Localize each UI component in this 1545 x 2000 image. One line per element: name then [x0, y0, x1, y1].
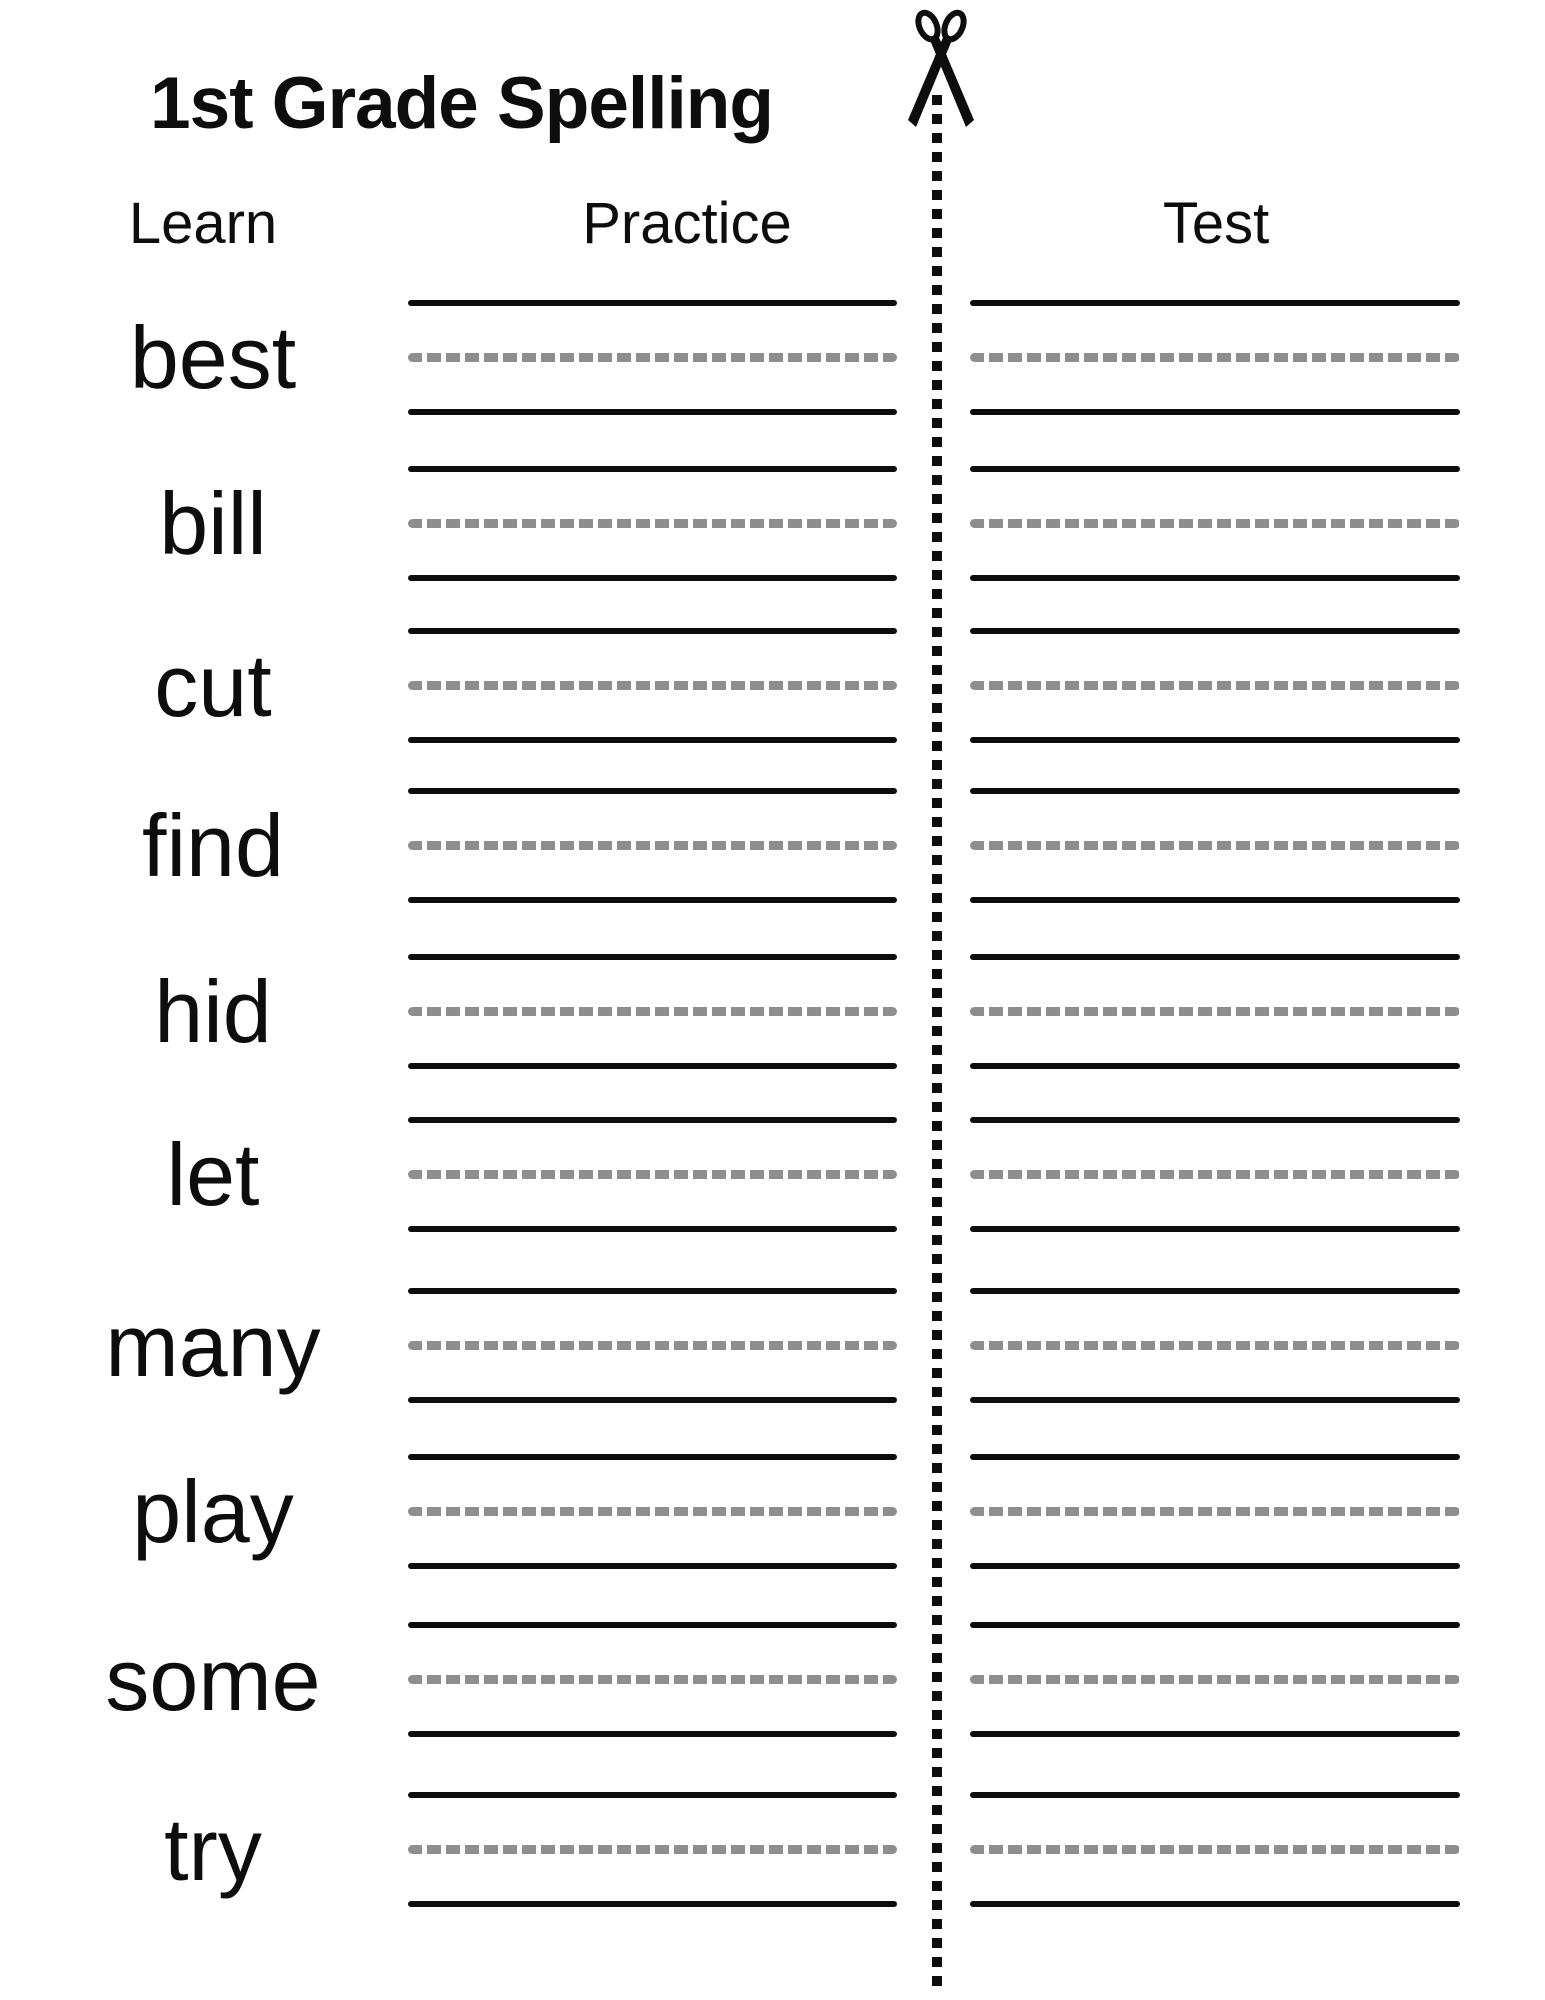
writing-line-middle-dashed — [408, 1170, 897, 1179]
writing-line-bottom — [408, 575, 897, 581]
writing-line-bottom — [408, 409, 897, 415]
word-label: try — [164, 1800, 262, 1899]
writing-line-top — [970, 1288, 1460, 1294]
writing-line-top — [970, 954, 1460, 960]
writing-line-top — [970, 1622, 1460, 1628]
writing-line-top — [970, 788, 1460, 794]
writing-line-bottom — [408, 1901, 897, 1907]
writing-line-bottom — [970, 737, 1460, 743]
writing-line-middle-dashed — [408, 519, 897, 528]
writing-line-bottom — [408, 1226, 897, 1232]
writing-line-top — [408, 300, 897, 306]
writing-line-middle-dashed — [970, 1845, 1460, 1854]
writing-line-middle-dashed — [970, 519, 1460, 528]
writing-line-bottom — [970, 1731, 1460, 1737]
writing-line-bottom — [970, 1901, 1460, 1907]
writing-line-bottom — [970, 897, 1460, 903]
writing-line-middle-dashed — [408, 1845, 897, 1854]
writing-line-middle-dashed — [408, 681, 897, 690]
writing-line-bottom — [970, 1226, 1460, 1232]
word-label: cut — [154, 636, 272, 735]
writing-line-bottom — [970, 1563, 1460, 1569]
writing-line-bottom — [970, 575, 1460, 581]
writing-line-middle-dashed — [970, 1341, 1460, 1350]
writing-line-bottom — [408, 897, 897, 903]
writing-line-top — [970, 628, 1460, 634]
column-header-test: Test — [1162, 191, 1270, 256]
writing-line-top — [970, 466, 1460, 472]
writing-line-top — [970, 300, 1460, 306]
writing-line-top — [408, 788, 897, 794]
word-label: hid — [154, 962, 272, 1061]
writing-line-middle-dashed — [970, 1007, 1460, 1016]
writing-line-middle-dashed — [408, 841, 897, 850]
writing-line-top — [408, 1622, 897, 1628]
word-label: many — [105, 1296, 321, 1395]
writing-line-middle-dashed — [970, 353, 1460, 362]
writing-line-middle-dashed — [408, 1007, 897, 1016]
writing-line-middle-dashed — [408, 353, 897, 362]
word-label: find — [142, 796, 284, 895]
dotted-cut-line — [932, 95, 942, 1995]
writing-line-top — [970, 1117, 1460, 1123]
writing-line-top — [408, 1117, 897, 1123]
writing-line-top — [408, 1792, 897, 1798]
writing-line-top — [970, 1454, 1460, 1460]
writing-line-top — [970, 1792, 1460, 1798]
writing-line-bottom — [408, 737, 897, 743]
writing-line-bottom — [970, 1397, 1460, 1403]
column-header-learn: Learn — [128, 191, 278, 256]
writing-line-top — [408, 628, 897, 634]
writing-line-middle-dashed — [970, 841, 1460, 850]
writing-line-middle-dashed — [408, 1341, 897, 1350]
writing-line-bottom — [970, 1063, 1460, 1069]
writing-line-bottom — [408, 1731, 897, 1737]
writing-line-bottom — [408, 1063, 897, 1069]
scissors-icon — [908, 9, 974, 127]
column-header-practice: Practice — [582, 191, 792, 256]
writing-line-top — [408, 1454, 897, 1460]
writing-line-top — [408, 1288, 897, 1294]
writing-line-middle-dashed — [970, 681, 1460, 690]
writing-line-top — [408, 466, 897, 472]
word-label: some — [105, 1630, 321, 1729]
writing-line-bottom — [408, 1397, 897, 1403]
word-label: best — [129, 308, 297, 407]
writing-line-middle-dashed — [408, 1507, 897, 1516]
word-label: play — [132, 1462, 294, 1561]
writing-line-middle-dashed — [970, 1170, 1460, 1179]
word-label: let — [166, 1125, 260, 1224]
page-title: 1st Grade Spelling — [150, 63, 774, 144]
writing-line-middle-dashed — [970, 1675, 1460, 1684]
writing-line-middle-dashed — [408, 1675, 897, 1684]
word-label: bill — [159, 474, 267, 573]
writing-line-middle-dashed — [970, 1507, 1460, 1516]
writing-line-top — [408, 954, 897, 960]
writing-line-bottom — [408, 1563, 897, 1569]
writing-line-bottom — [970, 409, 1460, 415]
